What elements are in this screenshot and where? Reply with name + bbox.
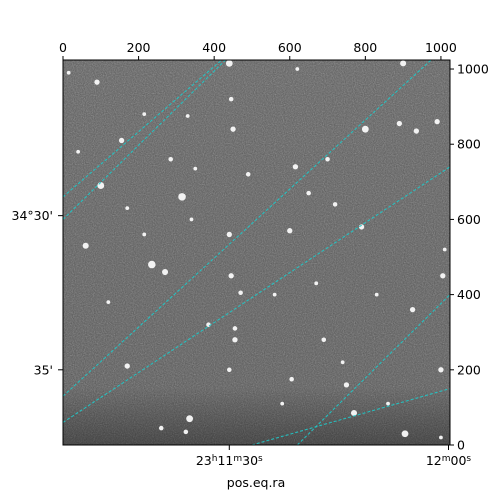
star-7: [230, 126, 236, 132]
dec-axis: 34°30' 35': [12, 208, 63, 377]
star-40: [439, 435, 443, 440]
x-axis-title: pos.eq.ra: [227, 475, 285, 490]
top-tick-label-3: 600: [278, 40, 302, 55]
right-tick-label-2: 400: [457, 287, 481, 302]
right-tick-label-5: 1000: [457, 62, 489, 77]
star-50: [306, 190, 311, 196]
dec-tick-label-1: 35': [34, 362, 53, 377]
top-tick-label-5: 1000: [425, 40, 457, 55]
plot-frame: [62, 59, 451, 446]
top-tick-label-4: 800: [353, 40, 377, 55]
star-12: [413, 128, 420, 134]
right-tick-label-4: 800: [457, 137, 481, 152]
star-9: [295, 67, 300, 71]
ra-grid-line-1: [63, 166, 450, 423]
star-57: [386, 401, 390, 406]
star-43: [185, 114, 190, 118]
star-47: [125, 206, 130, 211]
star-4: [178, 193, 186, 201]
star-6: [228, 96, 234, 102]
star-52: [272, 292, 277, 297]
dec-grid-line-2: [296, 294, 450, 445]
star-53: [374, 292, 379, 297]
star-23: [440, 273, 446, 279]
star-5: [225, 60, 233, 67]
star-8: [292, 164, 299, 170]
star-21: [325, 156, 330, 162]
star-41: [142, 112, 147, 117]
top-tick-label-2: 400: [202, 40, 226, 55]
star-16: [162, 269, 169, 276]
dec-grid-line-0: [63, 60, 226, 220]
star-42: [245, 172, 251, 177]
star-33: [343, 382, 350, 388]
star-14: [434, 119, 440, 125]
star-24: [409, 306, 416, 313]
top-pixel-axis: 0 200 400 600 800 1000: [59, 40, 457, 60]
star-51: [332, 202, 338, 207]
star-17: [82, 242, 89, 249]
ra-tick-label-0: 23h11m30s: [196, 453, 263, 468]
star-44: [193, 166, 198, 171]
star-0: [94, 79, 100, 85]
ra-tick-label-1: 12m00s: [426, 453, 472, 468]
dec-grid-line-1: [63, 60, 432, 397]
star-48: [142, 232, 147, 237]
star-34: [438, 367, 444, 373]
star-58: [340, 360, 345, 365]
star-25: [238, 290, 243, 296]
star-28: [232, 337, 238, 343]
star-38: [350, 410, 358, 417]
stars-layer: [66, 60, 447, 440]
star-10: [361, 125, 369, 133]
top-tick-label-0: 0: [59, 40, 67, 55]
star-37: [158, 425, 164, 431]
star-13: [400, 60, 407, 67]
dec-tick-label-0: 34°30': [12, 208, 54, 223]
ra-grid-line-2: [251, 388, 450, 445]
star-55: [442, 247, 447, 252]
star-39: [401, 430, 409, 438]
right-pixel-axis: 0 200 400 600 800 1000: [450, 62, 489, 453]
star-19: [228, 273, 234, 279]
star-54: [314, 281, 319, 286]
right-tick-label-0: 0: [457, 438, 465, 453]
star-29: [321, 337, 327, 343]
right-tick-label-3: 600: [457, 212, 481, 227]
star-45: [76, 149, 81, 154]
star-49: [106, 300, 111, 305]
star-1: [118, 137, 125, 144]
star-27: [232, 326, 238, 331]
ra-axis: 23h11m30s 12m00s: [196, 445, 472, 468]
star-20: [287, 228, 293, 234]
star-15: [148, 260, 156, 269]
star-31: [227, 367, 232, 373]
star-36: [183, 429, 189, 435]
star-18: [226, 231, 232, 238]
sky-image: [63, 60, 450, 445]
star-30: [124, 363, 130, 369]
star-2: [97, 182, 105, 189]
star-11: [396, 120, 403, 127]
star-46: [66, 70, 71, 75]
coordinate-grid: [63, 60, 450, 445]
star-56: [280, 401, 285, 406]
top-tick-label-1: 200: [127, 40, 151, 55]
right-tick-label-1: 200: [457, 362, 481, 377]
star-59: [189, 217, 194, 222]
star-35: [186, 415, 194, 423]
star-32: [289, 376, 294, 382]
star-3: [168, 156, 173, 162]
